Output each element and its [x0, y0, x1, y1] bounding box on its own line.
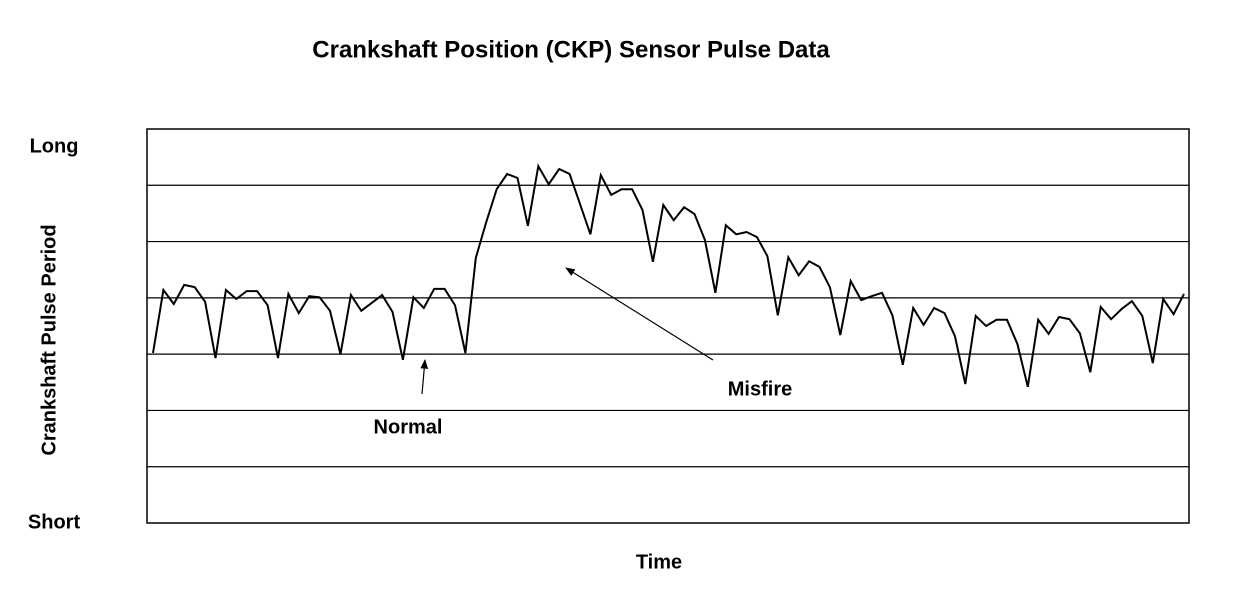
data-line — [152, 163, 1185, 388]
y-tick-label: Long — [30, 135, 79, 157]
arrow — [420, 359, 429, 395]
plot-frame — [146, 128, 1190, 524]
arrow — [565, 267, 714, 361]
x-axis-label: Time — [636, 551, 682, 573]
y-tick-label: Short — [28, 511, 81, 533]
y-axis-label: Crankshaft Pulse Period — [38, 224, 60, 455]
chart-title: Crankshaft Position (CKP) Sensor Pulse D… — [312, 36, 830, 63]
annotation: Normal — [374, 416, 443, 438]
annotation: Misfire — [728, 378, 792, 400]
